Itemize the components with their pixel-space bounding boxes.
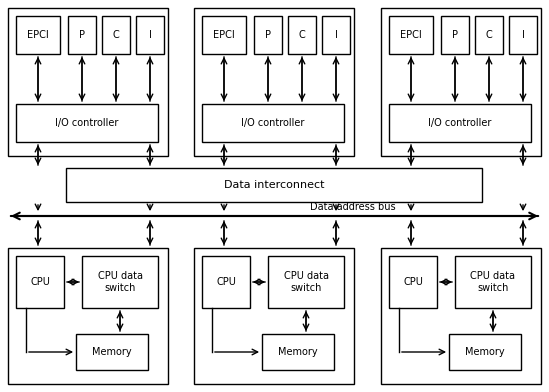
Bar [82, 256, 158, 308]
Bar [268, 256, 344, 308]
Bar [322, 16, 350, 54]
Bar [509, 16, 537, 54]
Bar [68, 16, 96, 54]
Text: EPCI: EPCI [213, 30, 235, 40]
Text: CPU data
switch: CPU data switch [98, 271, 143, 293]
Text: I: I [149, 30, 152, 40]
Bar [8, 8, 168, 156]
Text: C: C [113, 30, 119, 40]
Bar [194, 8, 354, 156]
Bar [475, 16, 503, 54]
Text: Memory: Memory [92, 347, 132, 357]
Bar [202, 16, 246, 54]
Bar [16, 256, 64, 308]
Bar [441, 16, 469, 54]
Text: C: C [486, 30, 492, 40]
Bar [202, 104, 344, 142]
Bar [66, 168, 482, 202]
Bar [202, 256, 250, 308]
Bar [381, 248, 541, 384]
Text: Data interconnect: Data interconnect [224, 180, 324, 190]
Bar [381, 8, 541, 156]
Bar [389, 104, 531, 142]
Text: I/O controller: I/O controller [428, 118, 492, 128]
Bar [102, 16, 130, 54]
Text: P: P [79, 30, 85, 40]
Text: Memory: Memory [465, 347, 505, 357]
Bar [389, 16, 433, 54]
Bar [16, 104, 158, 142]
Text: I: I [522, 30, 524, 40]
Text: I/O controller: I/O controller [55, 118, 119, 128]
Bar [449, 334, 521, 370]
Text: Memory: Memory [278, 347, 318, 357]
Text: CPU data
switch: CPU data switch [470, 271, 516, 293]
Bar [194, 248, 354, 384]
Text: P: P [265, 30, 271, 40]
Bar [389, 256, 437, 308]
Text: EPCI: EPCI [400, 30, 422, 40]
Bar [136, 16, 164, 54]
Text: I/O controller: I/O controller [242, 118, 305, 128]
Bar [455, 256, 531, 308]
Bar [262, 334, 334, 370]
Text: CPU data
switch: CPU data switch [283, 271, 328, 293]
Text: CPU: CPU [403, 277, 423, 287]
Bar [76, 334, 148, 370]
Bar [8, 248, 168, 384]
Bar [288, 16, 316, 54]
Text: CPU: CPU [216, 277, 236, 287]
Text: P: P [452, 30, 458, 40]
Text: C: C [299, 30, 305, 40]
Text: I: I [334, 30, 338, 40]
Bar [254, 16, 282, 54]
Text: CPU: CPU [30, 277, 50, 287]
Text: EPCI: EPCI [27, 30, 49, 40]
Bar [16, 16, 60, 54]
Text: Data address bus: Data address bus [310, 202, 396, 212]
